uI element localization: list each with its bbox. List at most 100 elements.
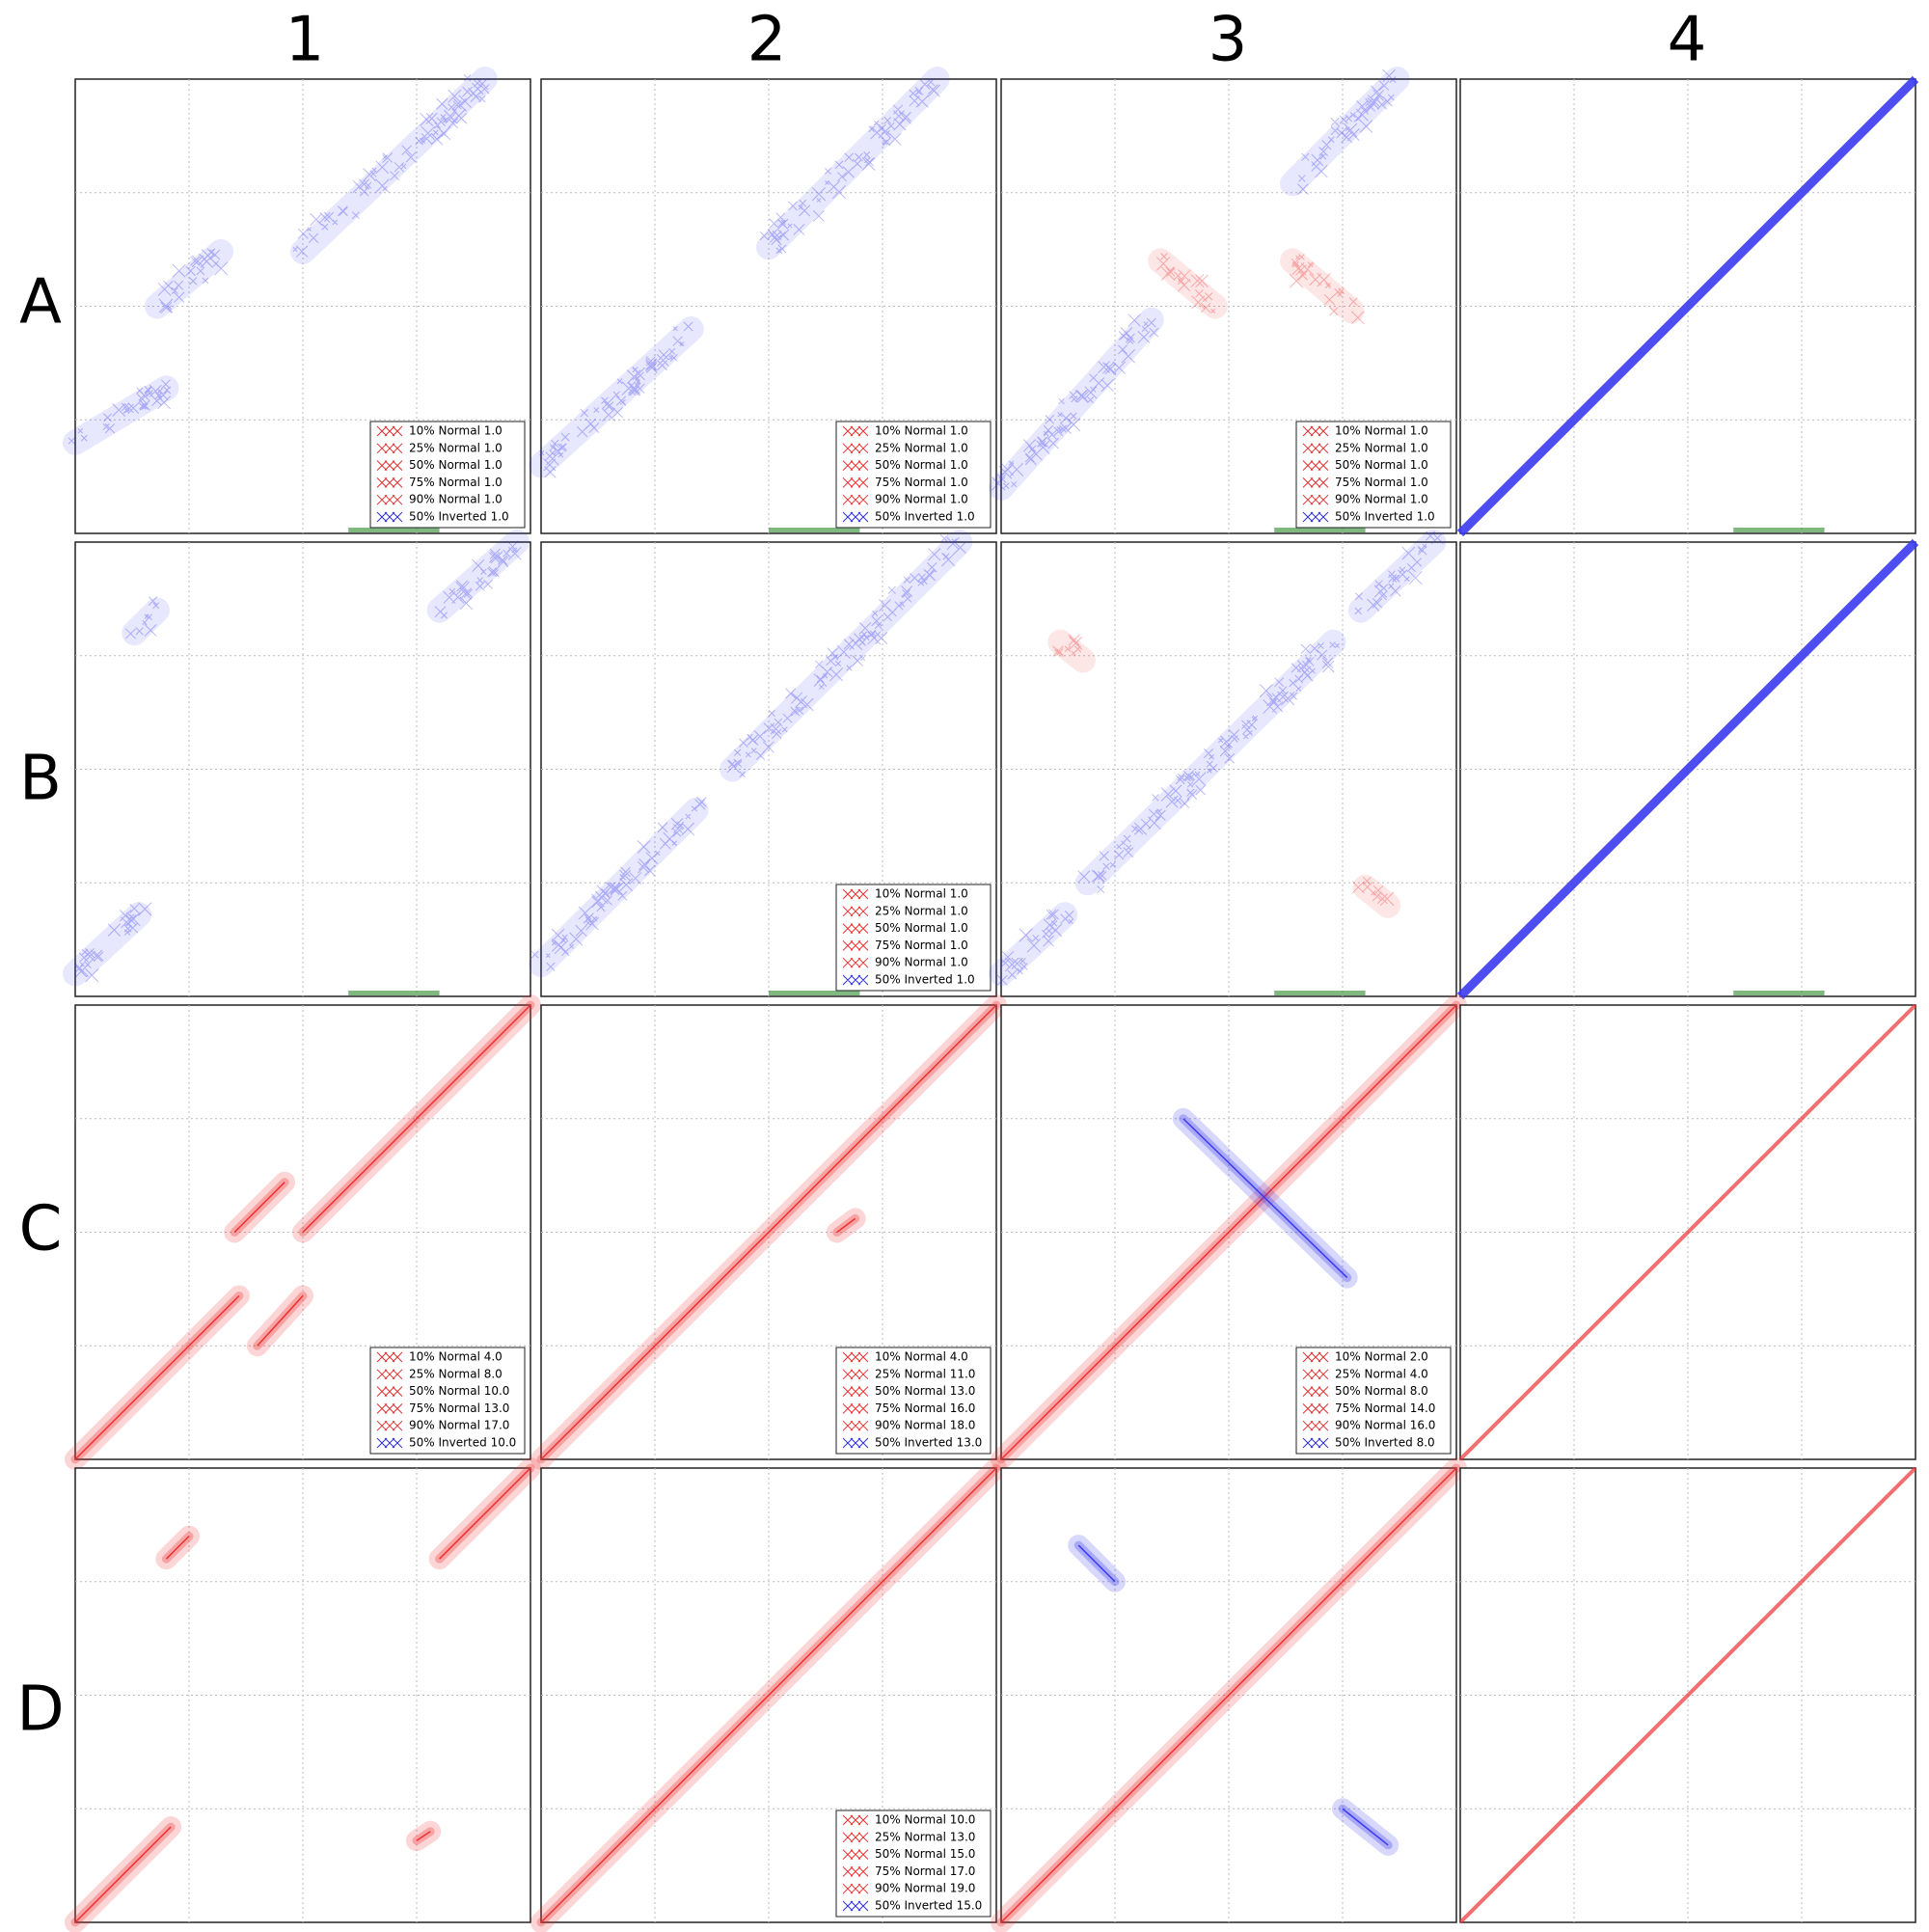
coverage-rug <box>348 528 440 532</box>
legend-label: 50% Normal 1.0 <box>1335 458 1428 472</box>
legend-marker <box>842 1369 869 1380</box>
legend-label: 75% Normal 17.0 <box>875 1864 975 1878</box>
legend-marker <box>842 906 869 917</box>
legend-label: 90% Normal 1.0 <box>1335 493 1428 506</box>
legend-marker <box>1302 477 1329 488</box>
legend-label: 90% Normal 16.0 <box>1335 1419 1435 1432</box>
panel <box>63 530 531 997</box>
legend-label: 75% Normal 1.0 <box>1335 476 1428 489</box>
alignment-line <box>439 1467 531 1560</box>
panel <box>1458 1466 1917 1924</box>
legend-marker <box>842 511 869 523</box>
legend-marker <box>842 923 869 934</box>
alignment-line <box>1077 1544 1116 1583</box>
legend-label: 50% Inverted 8.0 <box>1335 1436 1435 1450</box>
alignment-crosses <box>759 77 940 255</box>
panel <box>989 530 1457 997</box>
legend-label: 50% Normal 1.0 <box>875 458 968 472</box>
alignment-band <box>63 375 179 455</box>
legend-label: 90% Normal 1.0 <box>875 956 968 969</box>
legend-label: 10% Normal 2.0 <box>1335 1350 1428 1364</box>
legend-label: 50% Inverted 1.0 <box>875 973 975 987</box>
legend-box <box>369 1347 526 1455</box>
alignment-crosses <box>991 313 1159 491</box>
alignment-crosses <box>292 74 490 258</box>
panel: 10% Normal 1.0 25% Normal 1.0 50% Normal 1… <box>529 530 997 997</box>
alignment-crosses <box>1289 254 1365 325</box>
row-label: D <box>16 1674 64 1746</box>
legend-label: 50% Inverted 13.0 <box>875 1436 982 1450</box>
alignment-band <box>1148 248 1228 319</box>
legend-marker <box>842 1403 869 1414</box>
legend-marker <box>842 1386 869 1397</box>
coverage-rug <box>1733 991 1825 995</box>
coverage-rug <box>769 991 860 995</box>
alignment-line <box>74 1826 172 1923</box>
alignment-line <box>1000 1004 1457 1460</box>
coverage-rug <box>348 991 440 995</box>
legend-label: 10% Normal 1.0 <box>875 424 968 438</box>
legend-marker <box>1302 1437 1329 1449</box>
legend-label: 90% Normal 17.0 <box>409 1419 509 1432</box>
legend-marker <box>376 1369 403 1380</box>
alignment-line <box>302 1004 531 1234</box>
alignment-line <box>1458 1466 1917 1924</box>
legend-label: 50% Normal 15.0 <box>875 1847 975 1861</box>
legend-marker <box>842 1814 869 1826</box>
legend-marker <box>842 1883 869 1894</box>
row-label: C <box>19 1194 63 1265</box>
alignment-line <box>1000 1467 1457 1923</box>
alignment-band <box>1074 629 1346 896</box>
alignment-crosses <box>434 540 522 619</box>
panel: 10% Normal 1.0 25% Normal 1.0 50% Normal 1… <box>989 67 1457 534</box>
legend-box <box>835 421 992 529</box>
column-label: 4 <box>1668 5 1707 76</box>
alignment-band <box>122 597 170 646</box>
alignment-crosses <box>74 902 152 983</box>
legend-label: 10% Normal 10.0 <box>875 1813 975 1827</box>
alignment-crosses <box>1351 877 1395 907</box>
legend-label: 10% Normal 4.0 <box>409 1350 503 1364</box>
alignment-line <box>1456 75 1919 537</box>
legend-box <box>1295 421 1452 529</box>
panel: 10% Normal 4.0 25% Normal 11.0 50% Normal … <box>530 994 1007 1470</box>
legend-marker <box>376 460 403 471</box>
legend-marker <box>842 888 869 900</box>
legend-label: 50% Inverted 1.0 <box>409 510 509 524</box>
legend-label: 10% Normal 1.0 <box>409 424 503 438</box>
legend-label: 75% Normal 1.0 <box>875 939 968 952</box>
alignment-line <box>257 1294 304 1347</box>
legend-label: 10% Normal 1.0 <box>875 887 968 901</box>
legend-marker <box>376 1351 403 1363</box>
panel <box>1456 75 1919 537</box>
legend-label: 75% Normal 14.0 <box>1335 1401 1435 1415</box>
panel <box>1458 1003 1917 1461</box>
coverage-rug <box>1274 528 1366 532</box>
legend-box <box>1295 1347 1452 1455</box>
legend-label: 25% Normal 1.0 <box>875 904 968 917</box>
alignment-line <box>416 1831 431 1841</box>
legend-label: 25% Normal 1.0 <box>875 441 968 454</box>
legend-marker <box>1302 1403 1329 1414</box>
legend-label: 50% Inverted 1.0 <box>875 510 975 524</box>
legend-marker <box>842 1866 869 1877</box>
panel <box>65 1457 541 1932</box>
legend-marker <box>1302 1386 1329 1397</box>
alignment-band <box>529 316 704 478</box>
alignment-band <box>756 67 950 260</box>
legend-marker <box>376 511 403 523</box>
legend-marker <box>842 443 869 454</box>
legend-marker <box>842 1437 869 1449</box>
alignment-line <box>1458 1003 1917 1461</box>
legend-box <box>835 1810 992 1918</box>
coverage-rug <box>769 528 860 532</box>
column-label: 3 <box>1209 5 1248 76</box>
alignment-crosses <box>124 596 160 639</box>
alignment-crosses <box>157 248 229 313</box>
legend-marker <box>842 940 869 951</box>
legend-label: 75% Normal 1.0 <box>875 476 968 489</box>
alignment-line <box>540 1004 997 1460</box>
legend-marker <box>842 1351 869 1363</box>
alignment-band <box>1047 629 1096 673</box>
